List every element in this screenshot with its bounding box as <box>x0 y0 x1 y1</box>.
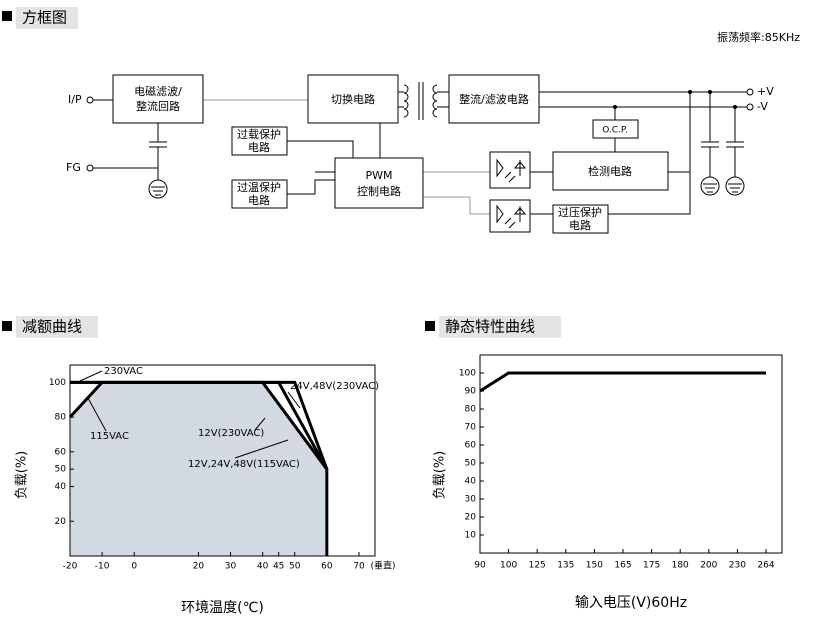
x-tick-label: 60 <box>321 562 333 572</box>
y-tick-label: 20 <box>55 517 67 527</box>
block <box>307 74 399 124</box>
y-axis-label: 负载(%) <box>433 451 448 500</box>
frequency: 振荡频率:85KHz <box>717 30 800 44</box>
y-tick-label: 80 <box>465 405 477 415</box>
series-label: 24V,48V(230VAC) <box>290 381 379 392</box>
x-tick-label: 150 <box>586 561 603 571</box>
x-axis-label: 环境温度(℃) <box>181 600 264 616</box>
block-label: O.C.P. <box>602 126 628 136</box>
port-label: -V <box>757 100 768 113</box>
area <box>70 382 327 556</box>
x-tick-label: 230 <box>729 561 746 571</box>
y-tick-label: 100 <box>459 369 476 379</box>
series-line <box>479 371 766 393</box>
block-label: 电路 <box>248 194 270 207</box>
block-label: 检测电路 <box>588 164 632 178</box>
block <box>231 179 288 209</box>
block-label: 电磁滤波/ <box>134 85 182 98</box>
wires <box>86 82 754 233</box>
plot-frame <box>69 364 376 557</box>
header-bg <box>439 316 561 338</box>
x-tick-label: 50 <box>289 562 301 572</box>
block-label: 整流回路 <box>136 99 180 113</box>
x-tick-label: 20 <box>193 562 205 572</box>
block <box>552 151 669 191</box>
block <box>448 74 540 124</box>
header-square <box>2 321 12 331</box>
header-bg <box>16 316 98 338</box>
x-tick-label: 175 <box>643 561 660 571</box>
x-tick-label: -10 <box>95 562 110 572</box>
block-label: PWM <box>365 169 392 182</box>
leader <box>234 391 301 459</box>
header-bg <box>16 7 78 29</box>
block-label: 电路 <box>248 141 270 154</box>
header-square <box>425 321 435 331</box>
x-tick-label: -20 <box>63 562 78 572</box>
block <box>334 157 424 209</box>
block-label: 电路 <box>569 219 591 232</box>
x-tick-label: 100 <box>500 561 517 571</box>
block-label: 过压保护 <box>558 205 602 219</box>
x-tick-label: 125 <box>529 561 546 571</box>
annotation: 115VAC <box>90 431 129 442</box>
annotation: 230VAC <box>104 366 143 377</box>
chart-title: 减额曲线 <box>22 318 82 336</box>
header-square <box>2 11 12 21</box>
y-tick-label: 40 <box>55 482 67 492</box>
y-tick-label: 100 <box>49 378 66 388</box>
x-tick-label: 45 <box>273 562 284 572</box>
series-line <box>68 380 329 556</box>
leader <box>79 370 107 432</box>
charts: 减额曲线 20 40 50 60 80 100 -20 -10 0 20 30 40 45 50 60 70 (垂… <box>2 316 783 616</box>
y-tick-label: 30 <box>465 495 477 505</box>
plot-frame <box>479 354 783 554</box>
block <box>592 119 639 139</box>
series-label: 12V(230VAC) <box>198 428 264 439</box>
y-tick-label: 90 <box>465 387 477 397</box>
x-tick-label: 200 <box>700 561 717 571</box>
block <box>231 126 288 156</box>
port-label: +V <box>757 85 774 98</box>
x-unit: (垂直) <box>370 560 395 572</box>
port-label: FG <box>66 161 81 174</box>
y-tick-label: 50 <box>55 465 67 475</box>
block-label: 整流/滤波电路 <box>459 92 529 106</box>
series-label: 12V,24V,48V(115VAC) <box>188 459 300 470</box>
y-tick-label: 10 <box>465 531 477 541</box>
y-tick-label: 40 <box>465 477 477 487</box>
block <box>112 74 204 124</box>
x-tick-label: 180 <box>672 561 689 571</box>
block-label: 过载保护 <box>237 127 281 141</box>
block-label: 切换电路 <box>331 92 375 106</box>
y-tick-label: 20 <box>465 513 477 523</box>
section-title: 方框图 <box>22 9 67 27</box>
x-tick-label: 90 <box>474 561 486 571</box>
x-tick-label: 0 <box>131 562 137 572</box>
x-axis-label: 输入电压(V)60Hz <box>575 595 687 611</box>
y-tick-label: 80 <box>55 413 67 423</box>
chart-title: 静态特性曲线 <box>445 318 535 336</box>
port-label: I/P <box>68 93 82 106</box>
x-tick-label: 70 <box>353 562 365 572</box>
x-tick-label: 165 <box>614 561 631 571</box>
x-tick-label: 40 <box>257 562 269 572</box>
x-tick-label: 264 <box>757 561 774 571</box>
y-tick-label: 60 <box>465 441 477 451</box>
x-tick-label: 135 <box>557 561 574 571</box>
block-label: 过温保护 <box>237 180 281 194</box>
x-tick-label: 30 <box>225 562 237 572</box>
y-tick-label: 70 <box>465 423 477 433</box>
block <box>552 204 609 234</box>
block-label: 控制电路 <box>357 184 401 198</box>
y-axis-label: 负载(%) <box>15 451 30 500</box>
y-tick-label: 60 <box>55 447 67 457</box>
y-tick-label: 50 <box>465 459 477 469</box>
